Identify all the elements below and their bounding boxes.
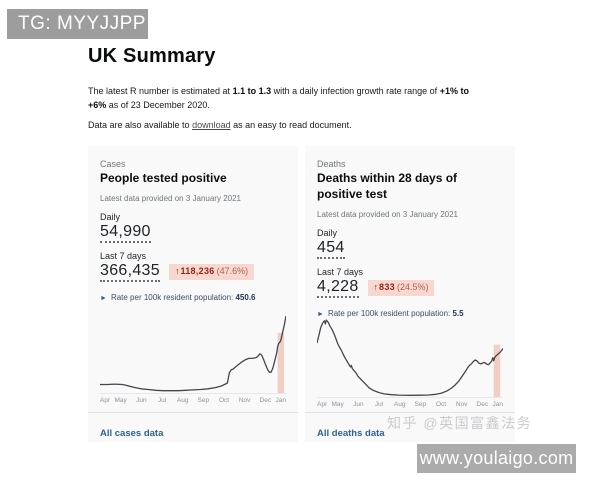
main-content: UK Summary The latest R number is estima… <box>88 45 516 442</box>
deaths-trend-chart: Apr May Jun Jul Aug Sep Oct Nov Dec Jan <box>317 318 503 411</box>
download-text-2: as an easy to read document. <box>230 119 352 130</box>
change-value: 833 <box>379 281 395 292</box>
recent-data-highlight-band <box>277 332 285 394</box>
x-tick-label: Sep <box>414 400 427 408</box>
last7-label: Last 7 days <box>100 250 147 261</box>
card-title: Deaths within 28 days of positive test <box>317 170 458 201</box>
x-tick-label: Dec <box>259 396 272 404</box>
x-tick-label: Apr <box>317 400 328 408</box>
zhihu-watermark: 知乎 @英国富鑫法务 <box>387 415 533 431</box>
cases-card-body: Cases People tested positive Latest data… <box>88 146 298 412</box>
download-text-1: Data are also available to <box>88 119 193 130</box>
download-link[interactable]: download <box>192 119 231 130</box>
x-tick-label: Sep <box>197 396 210 404</box>
r-number-summary: The latest R number is estimated at 1.1 … <box>88 85 480 113</box>
deaths-card-footer: All deaths data <box>305 411 515 442</box>
spacer <box>100 302 286 314</box>
disclosure-triangle-icon: ► <box>317 310 324 318</box>
telegram-watermark-banner: TG: MYYJJPP <box>7 9 148 39</box>
x-tick-label: Jan <box>275 396 286 404</box>
x-tick-label: May <box>114 396 127 404</box>
x-tick-label: May <box>331 400 344 408</box>
x-tick-label: Aug <box>393 400 406 408</box>
intro-text-1: The latest R number is estimated at <box>88 86 233 96</box>
change-percent: (24.5%) <box>396 281 429 292</box>
cases-line-chart-svg <box>100 315 286 394</box>
daily-label: Daily <box>317 227 338 238</box>
trend-line <box>317 318 503 396</box>
cases-x-axis-labels: Apr May Jun Jul Aug Sep Oct Nov Dec Jan <box>100 397 286 407</box>
latest-data-note: Latest data provided on 3 January 2021 <box>100 193 241 203</box>
last7-value: 366,435 <box>100 262 160 282</box>
card-category-label: Deaths <box>317 158 346 169</box>
r-range-value: 1.1 to 1.3 <box>232 86 272 96</box>
change-value: 118,236 <box>180 265 215 276</box>
summary-cards: Cases People tested positive Latest data… <box>88 145 516 442</box>
x-tick-label: Dec <box>476 400 489 408</box>
rate-label: Rate per 100k resident population: <box>327 308 453 318</box>
recent-data-highlight-band <box>493 344 501 398</box>
daily-value: 54,990 <box>100 223 151 243</box>
x-tick-label: Jun <box>136 396 147 404</box>
cases-trend-chart: Apr May Jun Jul Aug Sep Oct Nov Dec Jan <box>100 314 286 407</box>
growth-range-value: +1% to +6% <box>88 86 469 110</box>
x-tick-label: Aug <box>176 396 189 404</box>
up-arrow-icon: ↑ <box>373 281 379 292</box>
up-arrow-icon: ↑ <box>174 265 180 276</box>
site-watermark-banner: www.youlaigo.com <box>417 444 576 473</box>
deaths-card: Deaths Deaths within 28 days of positive… <box>305 145 515 442</box>
last7-value: 4,228 <box>317 278 359 298</box>
rate-per-100k-disclosure[interactable]: ► Rate per 100k resident population: 450.… <box>100 293 286 302</box>
x-tick-label: Oct <box>218 396 230 404</box>
x-tick-label: Jan <box>492 400 503 408</box>
card-category-label: Cases <box>100 158 126 169</box>
rate-per-100k-disclosure[interactable]: ► Rate per 100k resident population: 5.5 <box>317 309 503 318</box>
download-line: Data are also available to download as a… <box>88 120 516 130</box>
change-percent: (47.6%) <box>216 265 249 276</box>
disclosure-triangle-icon: ► <box>100 294 107 302</box>
deaths-card-body: Deaths Deaths within 28 days of positive… <box>305 146 515 412</box>
change-badge: ↑118,236 (47.6%) <box>168 263 255 280</box>
latest-data-note: Latest data provided on 3 January 2021 <box>317 209 458 219</box>
daily-label: Daily <box>100 211 121 222</box>
deaths-x-axis-labels: Apr May Jun Jul Aug Sep Oct Nov Dec Jan <box>317 401 503 411</box>
change-badge: ↑833 (24.5%) <box>367 279 435 296</box>
x-tick-label: Oct <box>435 400 447 408</box>
rate-value: 5.5 <box>452 308 464 318</box>
x-tick-label: Nov <box>455 400 468 408</box>
page-title: UK Summary <box>88 45 216 67</box>
intro-text-2: with a daily infection growth rate range… <box>271 86 440 96</box>
x-tick-label: Jun <box>353 400 364 408</box>
last7-label: Last 7 days <box>317 266 364 277</box>
all-cases-data-link[interactable]: All cases data <box>100 427 164 439</box>
deaths-line-chart-svg <box>317 318 503 398</box>
intro-text-3: as of 23 December 2020. <box>106 99 210 110</box>
cases-card: Cases People tested positive Latest data… <box>88 145 298 442</box>
cases-card-footer: All cases data <box>88 411 298 442</box>
rate-value: 450.6 <box>235 292 256 302</box>
x-tick-label: Jul <box>374 400 384 408</box>
daily-value: 454 <box>317 239 345 259</box>
x-tick-label: Nov <box>238 396 251 404</box>
rate-label: Rate per 100k resident population: <box>110 292 236 302</box>
all-deaths-data-link[interactable]: All deaths data <box>317 427 385 439</box>
trend-line <box>100 315 286 392</box>
x-tick-label: Jul <box>157 396 167 404</box>
x-tick-label: Apr <box>100 396 111 404</box>
card-title: People tested positive <box>100 170 227 185</box>
